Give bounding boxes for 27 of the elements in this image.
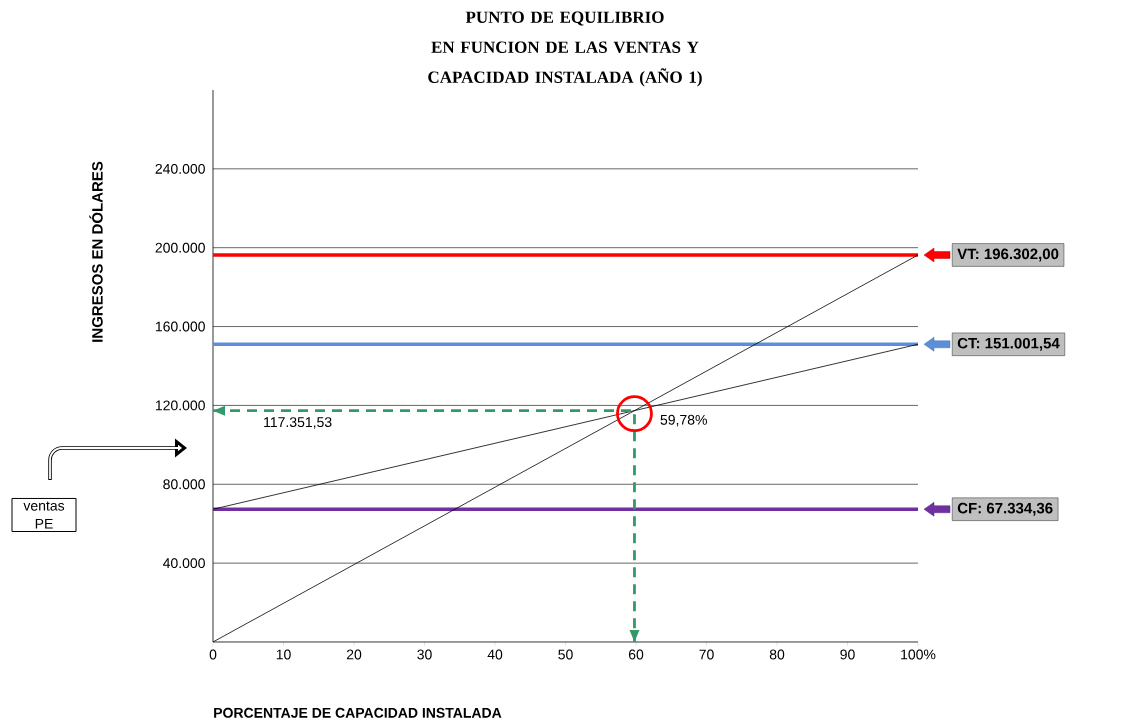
y-axis-title: INGRESOS EN DÓLARES [89,161,103,342]
chart-subtitle: EN FUNCION DE LAS VENTAS Y CAPACIDAD INSTALADA (AÑO 1) [428,41,702,87]
x-tick-label: 60 [628,649,644,660]
ref-line-label: CF: 67.334,36 [957,502,1053,516]
x-tick-label: 40 [487,649,503,660]
x-axis-title: PORCENTAJE DE CAPACIDAD INSTALADA [214,707,502,718]
x-tick-label: 50 [558,649,573,660]
x-tick-label: 100% [901,649,936,660]
chart-title: PUNTO DE EQUILIBRIO [465,11,664,26]
ref-line-label: VT: 196.302,00 [957,248,1059,262]
text: ventas PE [23,501,65,529]
x-tick-label: 20 [346,649,362,660]
y-tick-label: 40.000 [163,558,205,569]
y-tick-label: 160.000 [155,321,205,332]
x-tick-label: 0 [209,649,217,660]
y-tick-label: 120.000 [155,400,205,411]
ref-line-label: CT: 151.001,54 [957,337,1060,351]
x-tick-label: 10 [276,649,291,660]
annotation: 59,78% [660,414,707,427]
x-tick-label: 70 [699,649,714,660]
x-tick-label: 80 [769,649,785,660]
annotation: 117.351,53 [264,417,332,429]
y-tick-label: 80.000 [163,479,205,490]
x-tick-label: 90 [840,649,855,660]
x-tick-label: 30 [417,649,432,660]
y-tick-label: 200.000 [155,242,205,253]
y-tick-label: 240.000 [155,163,205,174]
